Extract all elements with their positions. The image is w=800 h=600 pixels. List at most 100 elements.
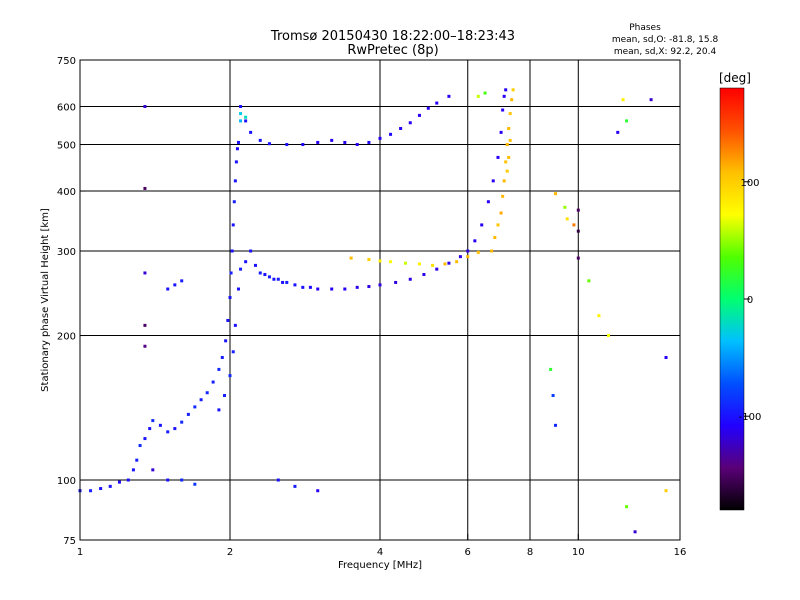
data-point — [501, 108, 505, 112]
data-point — [143, 344, 147, 348]
data-point — [316, 140, 320, 144]
colorbar-ticks: 100 0 -100 — [739, 178, 762, 423]
x-tick-label: 2 — [227, 547, 233, 558]
data-point — [403, 261, 407, 265]
data-point — [505, 143, 509, 147]
data-point — [493, 236, 497, 240]
data-point — [244, 115, 248, 119]
y-tick-label: 200 — [57, 332, 76, 343]
data-point — [239, 119, 243, 123]
data-point — [166, 287, 170, 291]
data-point — [431, 263, 435, 267]
data-point — [234, 160, 238, 164]
data-point — [367, 258, 371, 262]
data-point — [510, 98, 514, 102]
data-point — [249, 130, 253, 134]
data-point — [285, 280, 289, 284]
data-point — [367, 285, 371, 289]
data-point — [633, 530, 637, 534]
data-point — [180, 420, 184, 424]
data-point — [308, 285, 312, 289]
data-point — [625, 119, 629, 123]
data-point — [496, 223, 500, 227]
data-point — [173, 283, 177, 287]
data-point — [108, 484, 112, 488]
data-point — [576, 229, 580, 233]
data-point — [499, 211, 503, 215]
data-point — [143, 271, 147, 275]
data-point — [502, 94, 506, 98]
colorbar-tick-label: 0 — [747, 295, 753, 306]
data-point — [616, 130, 620, 134]
data-point — [272, 277, 276, 281]
data-point — [301, 285, 305, 289]
data-point — [447, 94, 451, 98]
data-point — [276, 277, 280, 281]
stats-heading: Phases — [629, 23, 661, 33]
data-point — [505, 169, 509, 173]
data-point — [511, 88, 515, 92]
data-point — [480, 223, 484, 227]
data-point — [473, 239, 477, 243]
data-point — [447, 261, 451, 265]
data-point — [378, 283, 382, 287]
data-point — [394, 280, 398, 284]
data-point — [649, 98, 653, 102]
data-point — [316, 287, 320, 291]
data-point — [211, 380, 215, 384]
data-point — [180, 279, 184, 283]
y-axis-ticks: 75 100 200 300 400 500 600 750 — [57, 56, 86, 547]
x-tick-label: 6 — [465, 547, 471, 558]
data-point — [199, 398, 203, 402]
data-point — [426, 106, 430, 110]
data-point — [239, 267, 243, 271]
data-point — [490, 249, 494, 253]
y-tick-label: 750 — [57, 56, 76, 67]
data-point — [220, 355, 224, 359]
chart-title: Tromsø 20150430 18:22:00–18:23:43 — [270, 29, 515, 44]
data-point — [233, 323, 237, 327]
y-tick-label: 400 — [57, 187, 76, 198]
y-axis-label: Stationary phase Virtual Height [km] — [40, 208, 51, 392]
data-point — [253, 263, 257, 267]
data-point — [435, 101, 439, 105]
x-axis-ticks: 1 2 4 6 8 10 16 — [77, 534, 686, 558]
data-point — [258, 271, 262, 275]
data-point — [549, 367, 553, 371]
grid-lines — [80, 60, 680, 540]
data-point — [355, 285, 359, 289]
data-point — [466, 249, 470, 253]
data-point — [230, 249, 234, 253]
data-point — [151, 468, 155, 472]
data-point — [621, 98, 625, 102]
data-point — [563, 205, 567, 209]
data-point — [239, 112, 243, 116]
data-point — [173, 427, 177, 431]
data-point — [239, 105, 243, 109]
y-tick-label: 100 — [57, 476, 76, 487]
data-point — [576, 256, 580, 260]
data-point — [301, 143, 305, 147]
data-point — [476, 250, 480, 254]
data-point — [508, 112, 512, 116]
data-point — [281, 280, 285, 284]
data-point — [408, 121, 412, 125]
data-point — [565, 217, 569, 221]
data-point — [267, 142, 271, 146]
data-point — [276, 478, 280, 482]
data-point — [504, 88, 508, 92]
data-point — [293, 283, 297, 287]
data-point — [378, 136, 382, 140]
data-point — [151, 419, 155, 423]
data-point — [148, 427, 152, 431]
data-point — [217, 408, 221, 412]
data-point — [576, 208, 580, 212]
data-point — [502, 179, 506, 183]
data-point — [158, 423, 162, 427]
data-point — [408, 277, 412, 281]
x-tick-label: 8 — [527, 547, 533, 558]
x-tick-label: 1 — [77, 547, 83, 558]
data-point — [233, 179, 237, 183]
data-point — [226, 318, 230, 322]
data-point — [466, 255, 470, 259]
